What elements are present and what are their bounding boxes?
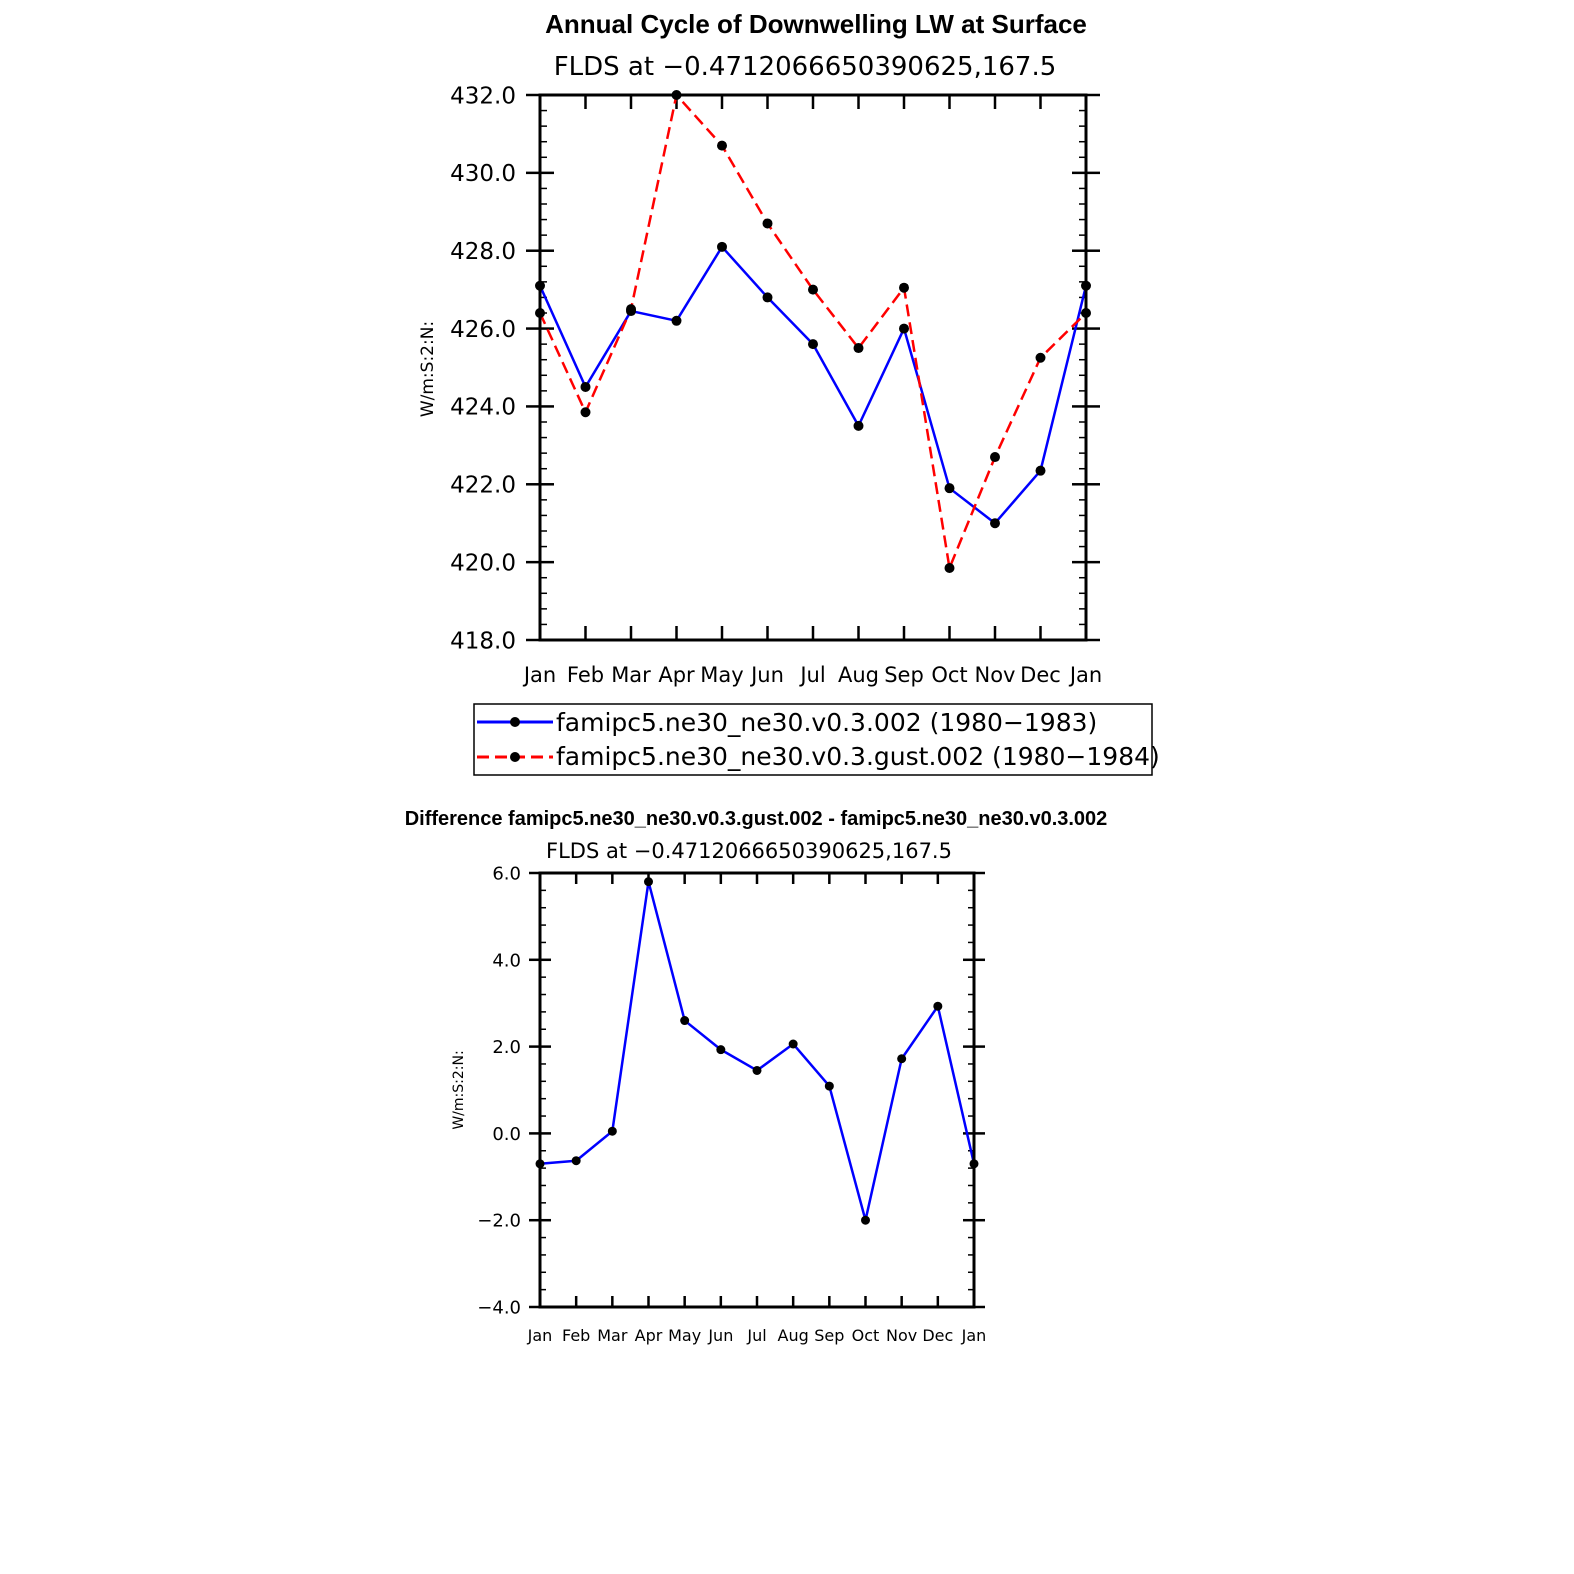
data-point-series-1 [944, 483, 955, 494]
y-tick-label: 4.0 [492, 950, 521, 971]
y-tick-label: 422.0 [450, 473, 516, 499]
x-tick-label: Jun [749, 663, 784, 687]
x-tick-label: Sep [884, 663, 924, 687]
data-point-series-1 [899, 323, 909, 334]
plot-frame [538, 93, 1088, 642]
x-tick-label: Nov [886, 1326, 917, 1345]
data-point-series-1 [990, 518, 1000, 529]
legend-label-series-2: famipc5.ne30_ne30.v0.3.gust.002 (1980−19… [556, 742, 1160, 771]
data-point-series-1 [1035, 465, 1046, 476]
legend-marker-series-2 [510, 752, 520, 762]
x-tick-label: Jul [798, 663, 825, 687]
data-point-series-1 [717, 241, 727, 252]
chart-title: Annual Cycle of Downwelling LW at Surfac… [545, 9, 1087, 39]
data-point-series-2 [1035, 352, 1046, 363]
x-tick-label: Jan [527, 1326, 553, 1345]
x-tick-label: Aug [778, 1326, 809, 1345]
y-axis-label: W/m:S:2:N: [418, 321, 438, 417]
x-tick-label: Jul [746, 1326, 766, 1345]
data-point-series-1 [808, 339, 818, 350]
data-point-series-2 [580, 407, 591, 418]
x-tick-label: Jun [707, 1326, 733, 1345]
x-tick-label: Oct [852, 1326, 880, 1345]
y-tick-label: 6.0 [492, 863, 521, 884]
data-point-series-1 [788, 1039, 798, 1049]
legend-label-series-1: famipc5.ne30_ne30.v0.3.002 (1980−1983) [556, 708, 1097, 737]
legend-box [473, 703, 1153, 776]
difference-subtitle: FLDS at −0.4712066650390625,167.5 [546, 839, 952, 863]
y-tick-label: 432.0 [450, 83, 516, 109]
x-tick-label: Jan [1068, 663, 1102, 687]
difference-plot-frame [538, 871, 976, 1309]
x-tick-label: May [700, 663, 743, 687]
y-tick-label: −2.0 [477, 1211, 521, 1232]
x-tick-label: Nov [975, 663, 1016, 687]
data-point-series-1 [853, 420, 864, 431]
data-point-series-2 [990, 452, 1000, 463]
y-tick-label: 0.0 [492, 1124, 521, 1145]
series-line-2 [538, 93, 1087, 570]
data-point-series-2 [853, 343, 864, 354]
x-tick-label: Apr [658, 663, 695, 687]
difference-title: Difference famipc5.ne30_ne30.v0.3.gust.0… [405, 808, 1108, 830]
data-point-series-1 [580, 381, 591, 392]
data-point-series-1 [824, 1081, 834, 1091]
data-point-series-1 [933, 1001, 943, 1011]
x-tick-label: Sep [814, 1326, 844, 1345]
difference-y-axis-label: W/m:S:2:N: [451, 1050, 467, 1129]
legend: famipc5.ne30_ne30.v0.3.002 (1980−1983) f… [473, 703, 1160, 776]
data-point-series-2 [717, 140, 727, 151]
data-point-series-2 [762, 218, 773, 229]
data-point-series-2 [944, 562, 955, 573]
x-tick-label: Oct [931, 663, 967, 687]
y-tick-label: 418.0 [450, 628, 516, 654]
y-tick-label: 430.0 [450, 161, 516, 187]
y-tick-label: 420.0 [450, 550, 516, 576]
x-tick-label: Feb [562, 1326, 590, 1345]
annual-cycle-chart: Annual Cycle of Downwelling LW at Surfac… [418, 9, 1102, 687]
x-tick-label: Jan [961, 1326, 987, 1345]
series-line-1 [539, 880, 976, 1222]
x-tick-label: Feb [567, 663, 604, 687]
data-point-series-1 [716, 1045, 726, 1055]
data-point-series-1 [607, 1126, 617, 1136]
data-point-series-2 [899, 282, 909, 293]
data-point-series-1 [861, 1215, 870, 1225]
data-point-series-1 [571, 1156, 581, 1166]
data-point-series-1 [680, 1016, 690, 1026]
x-tick-label: Dec [1020, 663, 1061, 687]
y-tick-label: 2.0 [492, 1037, 521, 1058]
data-point-series-1 [752, 1065, 762, 1075]
data-point-series-1 [762, 292, 773, 303]
data-point-series-2 [626, 304, 636, 315]
data-point-series-1 [671, 315, 682, 326]
y-tick-label: 424.0 [450, 395, 516, 421]
x-tick-label: Aug [838, 663, 879, 687]
y-tick-label: 428.0 [450, 239, 516, 265]
legend-marker-series-1 [510, 717, 520, 727]
y-tick-label: 426.0 [450, 317, 516, 343]
data-point-series-1 [644, 877, 653, 887]
x-tick-label: Mar [597, 1326, 628, 1345]
x-tick-label: Jan [522, 663, 556, 687]
difference-chart: Difference famipc5.ne30_ne30.v0.3.gust.0… [405, 808, 1108, 1345]
data-point-series-1 [897, 1054, 907, 1064]
x-tick-label: May [668, 1326, 701, 1345]
x-tick-label: Mar [611, 663, 651, 687]
x-tick-label: Apr [635, 1326, 663, 1345]
chart-subtitle: FLDS at −0.4712066650390625,167.5 [554, 52, 1057, 82]
x-tick-label: Dec [922, 1326, 953, 1345]
y-tick-label: −4.0 [477, 1297, 521, 1318]
data-point-series-2 [808, 284, 818, 295]
